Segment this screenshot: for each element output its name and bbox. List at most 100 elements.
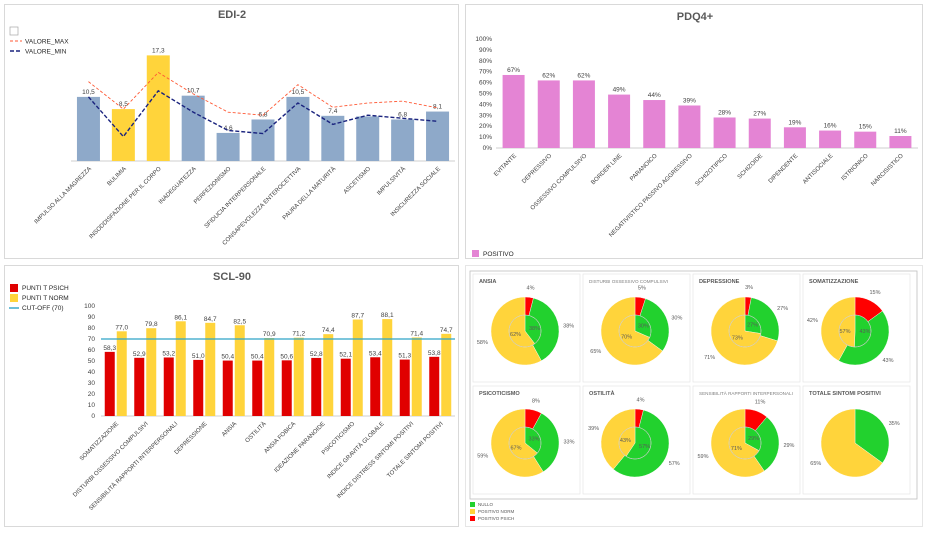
scl90-data-label: 86,1	[174, 314, 187, 321]
scl90-bar-psich	[104, 351, 115, 416]
edi2-tick-label: SFIDUCIA INTERPERSONALE	[204, 166, 268, 230]
scl90-tick-label: IDEAZIONE PARANOIDE	[274, 421, 327, 474]
donut-outer-label: 29%	[783, 443, 794, 449]
scl90-bar-psich	[340, 358, 351, 416]
donut-title: SOMATIZZAZIONE	[809, 279, 859, 285]
pdq4-tick-label: SCHIZOTIPICO	[695, 153, 730, 188]
pdq4-y-tick: 10%	[479, 134, 492, 141]
scl90-y-tick: 10	[88, 402, 96, 409]
donut-inner-ring	[728, 314, 762, 348]
edi2-bar	[216, 132, 240, 161]
donut-legend-swatch	[470, 516, 475, 521]
pdq4-y-tick: 60%	[479, 80, 492, 87]
pdq4-bar	[678, 105, 701, 148]
edi2-bar	[181, 95, 205, 161]
scl90-bar-norm	[352, 319, 363, 416]
edi2-data-label: 8,5	[119, 101, 128, 108]
scl90-bar-norm	[411, 337, 422, 416]
donut-inner-label: 43%	[859, 329, 870, 335]
donut-outer-label: 8%	[532, 398, 540, 404]
edi2-bar	[76, 96, 100, 161]
scl90-data-label: 50,4	[251, 354, 264, 361]
edi2-tick-label: INADEGUATEZZA	[158, 166, 198, 206]
scl90-bar-norm	[323, 334, 334, 416]
pdq4-data-label: 49%	[613, 87, 626, 94]
donut-outer-label: 39%	[588, 426, 599, 432]
pdq4-title: PDQ4+	[677, 11, 713, 23]
donut-title: OSTILITÀ	[589, 390, 614, 397]
pdq4-y-tick: 90%	[479, 47, 492, 54]
scl90-data-label: 77,0	[115, 324, 128, 331]
scl90-y-tick: 90	[88, 314, 96, 321]
donut-outer-slice	[524, 297, 560, 362]
edi2-bar	[426, 111, 450, 161]
scl90-data-label: 53,4	[369, 350, 382, 357]
donut-outer-label: 71%	[704, 355, 715, 361]
pdq4-data-label: 44%	[648, 92, 661, 99]
edi2-tick-label: INSODDISFAZIONE PER IL CORPO	[89, 166, 163, 240]
pdq4-bar	[572, 80, 595, 148]
donut-inner-label: 57%	[639, 444, 650, 450]
scl90-legend-label: PUNTI T PSICH	[22, 285, 69, 292]
edi2-data-label: 8,1	[433, 104, 442, 111]
scl90-tick-label: ANSIA FOBICA	[263, 421, 297, 455]
scl90-y-tick: 20	[88, 391, 96, 398]
donut-outer-label: 30%	[671, 315, 682, 321]
scl90-bar-norm	[205, 322, 216, 416]
edi2-data-label: 10,5	[82, 89, 95, 96]
edi2-legend-label: VALORE_MAX	[25, 39, 69, 46]
edi2-panel: EDI-2 10,5 IMPULSO ALLA MAGREZZA 8,5 BULIMIA…	[4, 4, 459, 259]
scl90-bar-psich	[399, 359, 410, 416]
donut-outer-label: 11%	[755, 400, 766, 406]
edi2-bar	[321, 115, 345, 161]
scl90-data-label: 88,1	[381, 312, 394, 319]
scl90-bar-psich	[429, 356, 440, 416]
edi2-bar	[286, 96, 310, 161]
edi2-legend-box	[9, 26, 19, 36]
scl90-title: SCL-90	[213, 271, 251, 283]
scl90-y-tick: 80	[88, 325, 96, 332]
pdq4-bar	[889, 136, 912, 148]
pdq4-bar	[783, 127, 806, 148]
scl90-data-label: 82,5	[233, 318, 246, 325]
edi2-chart: EDI-2 10,5 IMPULSO ALLA MAGREZZA 8,5 BULIMIA…	[9, 9, 455, 247]
scl90-bar-norm	[441, 333, 452, 416]
scl90-data-label: 53,2	[162, 350, 175, 357]
edi2-data-label: 7,4	[328, 108, 337, 115]
pdq4-tick-label: NARCISISTICO	[870, 153, 905, 188]
donut-outer-slice	[854, 408, 890, 464]
edi2-tick-label: BULIMIA	[107, 166, 128, 187]
donut-inner-ring	[618, 314, 652, 348]
donut-outer-slice	[600, 408, 636, 470]
edi2-data-label: 10,7	[187, 88, 200, 95]
scl90-bar-norm	[116, 331, 127, 416]
donut-legend-swatch	[470, 509, 475, 514]
pdq4-tick-label: NEGATIVISTICO PASSIVO AGGRESSIVO	[608, 153, 694, 239]
edi2-legend-label: VALORE_MIN	[25, 49, 67, 56]
donut-title: TOTALE SINTOMI POSITIVI	[809, 391, 881, 397]
scl90-data-label: 50,4	[221, 354, 234, 361]
donut-outer-label: 58%	[477, 340, 488, 346]
donut-outer-label: 57%	[669, 461, 680, 467]
donut-outer-label: 4%	[527, 285, 535, 291]
scl90-data-label: 58,3	[103, 345, 116, 352]
scl90-bar-norm	[146, 328, 157, 416]
donut-legend-label: POSITIVO PSICH	[478, 516, 514, 521]
donut-inner-ring	[508, 426, 542, 460]
donut-inner-label: 30%	[638, 324, 649, 330]
scl90-data-label: 52,9	[133, 351, 146, 358]
edi2-data-label: 4,6	[224, 125, 233, 132]
scl90-bar-psich	[222, 360, 233, 416]
pdq4-tick-label: OSSESSIVO COMPULSIVO	[530, 153, 589, 212]
scl90-bar-psich	[311, 357, 322, 416]
scl90-legend-label: CUT-OFF (70)	[22, 305, 64, 312]
scl90-tick-label: TOTALE SINTOMI POSITIVI	[386, 421, 444, 479]
scl90-y-tick: 0	[91, 413, 95, 420]
pdq4-bar	[643, 100, 666, 148]
donut-inner-ring	[838, 314, 872, 348]
edi2-tick-label: IMPULSIVITÀ	[376, 165, 407, 196]
donut-panel: ANSIA 38% 62% 4% 38% 58% DISTURBI OSSESSIVO CO…	[465, 265, 923, 527]
donut-inner-label: 70%	[621, 334, 632, 340]
donut-title: DEPRESSIONE	[699, 279, 740, 285]
donut-legend-label: NULLO	[478, 502, 494, 507]
